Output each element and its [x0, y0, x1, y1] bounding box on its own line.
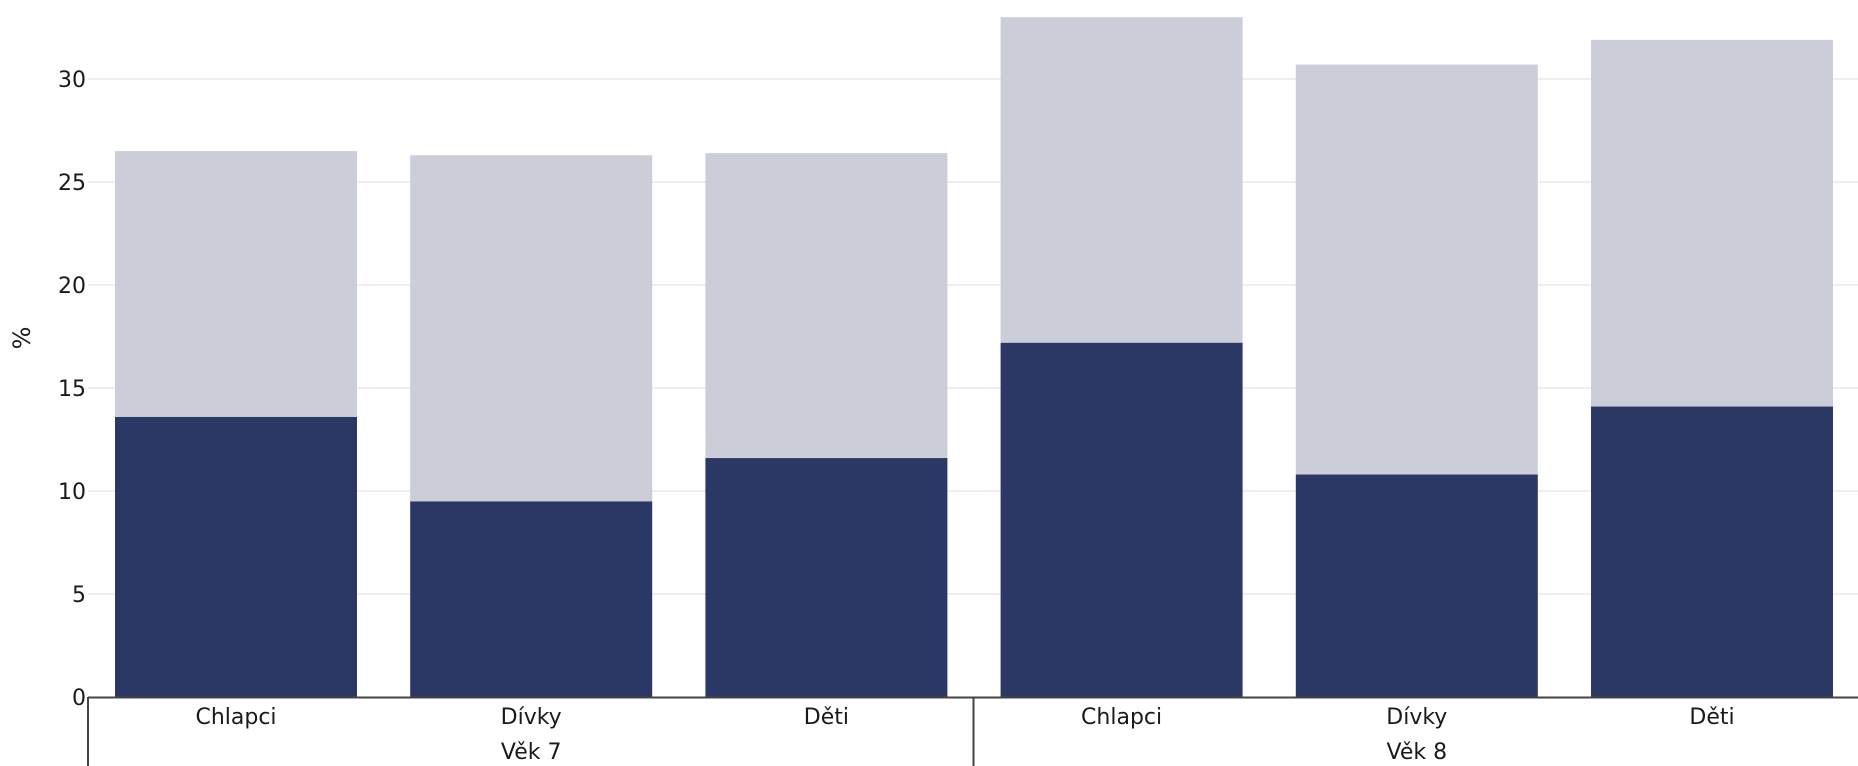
bars [115, 17, 1833, 697]
bar-segment [1295, 64, 1538, 475]
x-category-label: Děti [1689, 705, 1734, 730]
bar-segment [1591, 39, 1833, 407]
bar-segment [115, 151, 357, 417]
bar-segment [1000, 342, 1243, 697]
y-tick-label: 25 [58, 171, 86, 196]
x-group-label: Věk 8 [1386, 740, 1447, 765]
bar-segment [1000, 17, 1243, 343]
y-tick-label: 10 [58, 480, 86, 505]
bar-segment [1295, 474, 1538, 697]
x-category-label: Chlapci [1081, 705, 1162, 730]
gridlines [88, 78, 1858, 595]
y-axis-ticks: 0 5 10 15 20 25 30 [58, 68, 86, 711]
x-axis-labels: Chlapci Dívky Děti Věk 7 Chlapci Dívky Děti Věk… [195, 705, 1734, 765]
bar-segment [410, 501, 653, 697]
x-category-label: Dívky [501, 705, 562, 730]
y-tick-label: 0 [72, 686, 86, 711]
y-tick-label: 30 [58, 68, 86, 93]
y-tick-label: 15 [58, 377, 86, 402]
axes [87, 696, 1858, 766]
y-tick-label: 5 [72, 583, 86, 608]
y-tick-label: 20 [58, 274, 86, 299]
x-category-label: Chlapci [195, 705, 276, 730]
bar-segment [1591, 406, 1833, 697]
x-group-label: Věk 7 [501, 740, 562, 765]
x-category-label: Děti [804, 705, 849, 730]
bar-segment [115, 416, 357, 697]
y-axis-title: % [8, 327, 36, 350]
bar-segment [410, 155, 653, 502]
bar-segment [705, 458, 948, 697]
bar-segment [705, 153, 948, 459]
x-category-label: Dívky [1386, 705, 1447, 730]
